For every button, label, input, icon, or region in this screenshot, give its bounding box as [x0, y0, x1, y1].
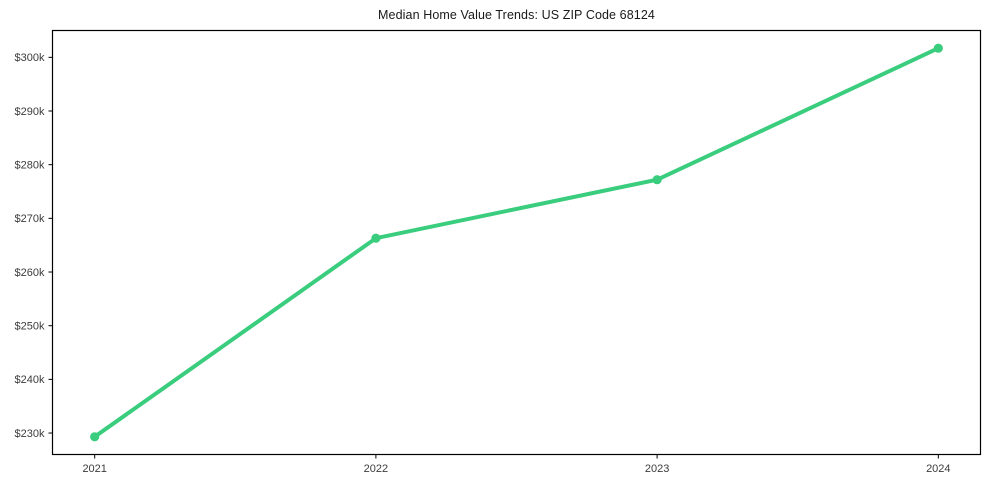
data-point-marker — [90, 432, 100, 442]
x-tick-label: 2022 — [364, 463, 388, 475]
x-tick-label: 2021 — [82, 463, 106, 475]
y-tick-label: $250k — [15, 320, 45, 332]
x-tick-label: 2023 — [645, 463, 669, 475]
data-point-marker — [933, 43, 943, 53]
x-tick-label: 2024 — [926, 463, 950, 475]
data-point-marker — [371, 233, 381, 243]
trend-line — [92, 46, 941, 439]
plot-border — [51, 29, 982, 456]
y-tick-label: $280k — [15, 159, 45, 171]
y-tick-label: $260k — [15, 267, 45, 279]
y-tick-label: $270k — [15, 213, 45, 225]
y-tick-label: $230k — [15, 428, 45, 440]
chart-title: Median Home Value Trends: US ZIP Code 68… — [378, 8, 655, 22]
y-tick-label: $240k — [15, 374, 45, 386]
y-tick-label: $290k — [15, 106, 45, 118]
y-tick-label: $300k — [15, 52, 45, 64]
data-point-marker — [652, 175, 662, 185]
